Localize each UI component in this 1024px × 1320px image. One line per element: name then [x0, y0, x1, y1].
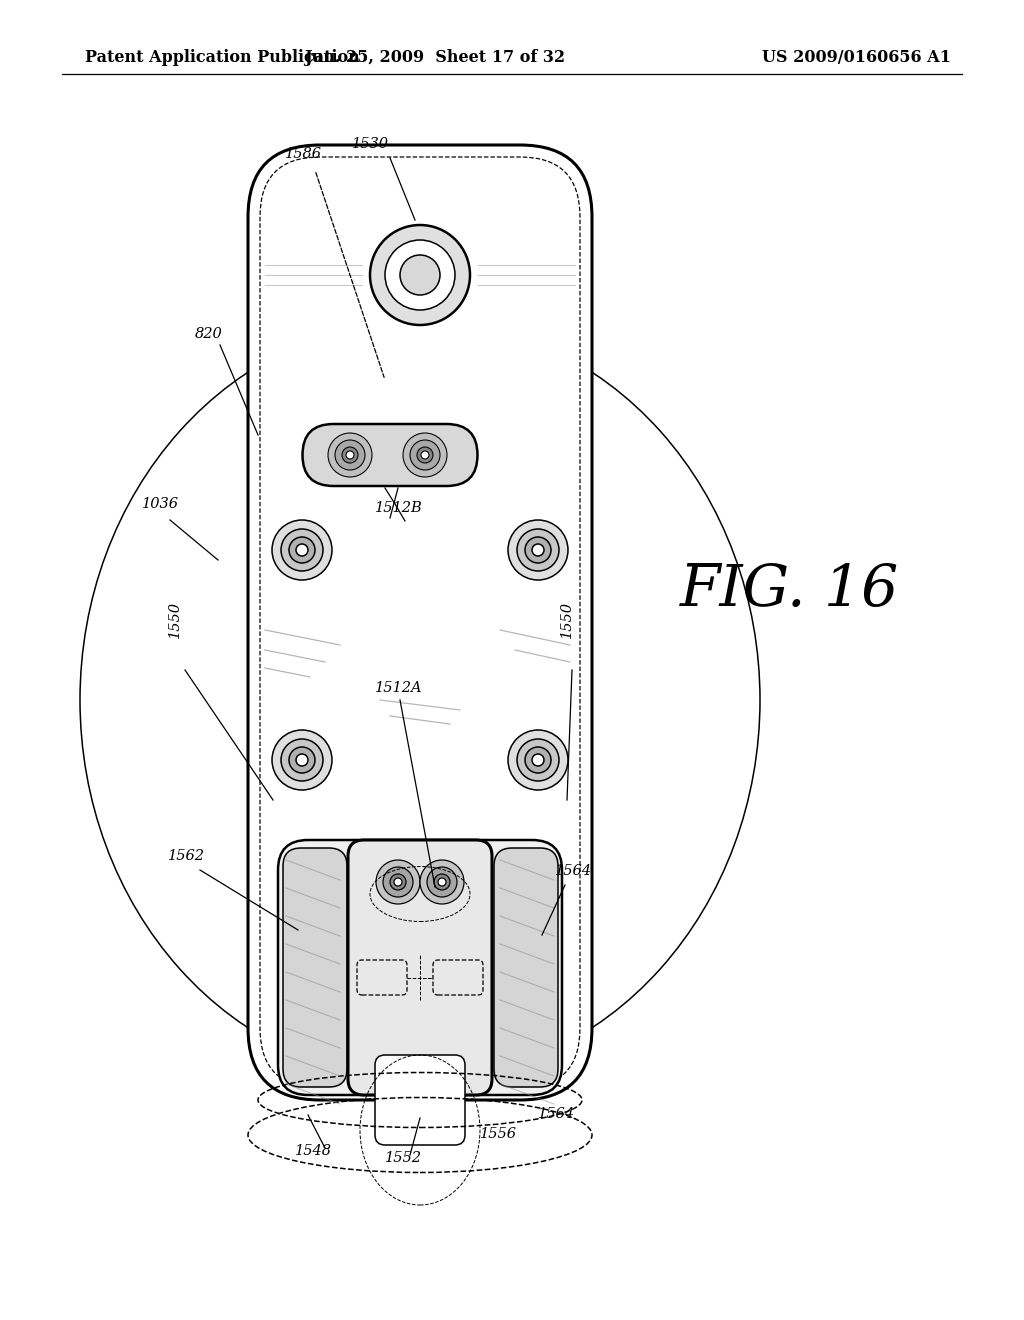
Circle shape [417, 447, 433, 463]
FancyBboxPatch shape [375, 1055, 465, 1144]
FancyBboxPatch shape [283, 847, 347, 1086]
Circle shape [525, 537, 551, 564]
Circle shape [289, 537, 315, 564]
Text: 1550: 1550 [168, 602, 182, 639]
Text: 1550: 1550 [560, 602, 574, 639]
Text: US 2009/0160656 A1: US 2009/0160656 A1 [762, 49, 951, 66]
Circle shape [532, 544, 544, 556]
Text: FIG. 16: FIG. 16 [680, 562, 899, 618]
Circle shape [376, 861, 420, 904]
Text: 1036: 1036 [142, 498, 179, 511]
Text: 1564: 1564 [555, 865, 592, 878]
Text: 1548: 1548 [295, 1144, 332, 1158]
Circle shape [508, 730, 568, 789]
Circle shape [272, 520, 332, 579]
Circle shape [421, 451, 429, 459]
Circle shape [385, 240, 455, 310]
Text: 1564: 1564 [538, 1107, 575, 1121]
Circle shape [272, 730, 332, 789]
Circle shape [394, 878, 402, 886]
Text: 1512B: 1512B [375, 502, 423, 515]
Text: Jun. 25, 2009  Sheet 17 of 32: Jun. 25, 2009 Sheet 17 of 32 [304, 49, 565, 66]
Circle shape [335, 440, 365, 470]
Circle shape [403, 433, 447, 477]
Circle shape [281, 739, 323, 781]
FancyBboxPatch shape [494, 847, 558, 1086]
Circle shape [289, 747, 315, 774]
FancyBboxPatch shape [348, 840, 492, 1096]
Circle shape [281, 529, 323, 572]
Text: 820: 820 [195, 327, 223, 341]
Text: 1556: 1556 [480, 1127, 517, 1140]
Circle shape [525, 747, 551, 774]
Circle shape [346, 451, 354, 459]
Text: 1562: 1562 [168, 849, 205, 863]
Circle shape [410, 440, 440, 470]
Circle shape [438, 878, 446, 886]
Circle shape [508, 520, 568, 579]
Circle shape [434, 874, 450, 890]
Text: 1530: 1530 [352, 137, 389, 150]
Circle shape [427, 867, 457, 898]
Circle shape [342, 447, 358, 463]
FancyBboxPatch shape [248, 145, 592, 1100]
Circle shape [532, 754, 544, 766]
Circle shape [383, 867, 413, 898]
Circle shape [420, 861, 464, 904]
Circle shape [400, 255, 440, 294]
Circle shape [390, 874, 406, 890]
Circle shape [328, 433, 372, 477]
FancyBboxPatch shape [302, 424, 477, 486]
Circle shape [296, 754, 308, 766]
Text: 1512A: 1512A [375, 681, 423, 696]
Circle shape [296, 544, 308, 556]
Circle shape [517, 739, 559, 781]
Circle shape [370, 224, 470, 325]
Text: 1586: 1586 [285, 147, 322, 161]
FancyBboxPatch shape [278, 840, 562, 1096]
Circle shape [517, 529, 559, 572]
Text: 1552: 1552 [385, 1151, 422, 1166]
Text: Patent Application Publication: Patent Application Publication [85, 49, 359, 66]
